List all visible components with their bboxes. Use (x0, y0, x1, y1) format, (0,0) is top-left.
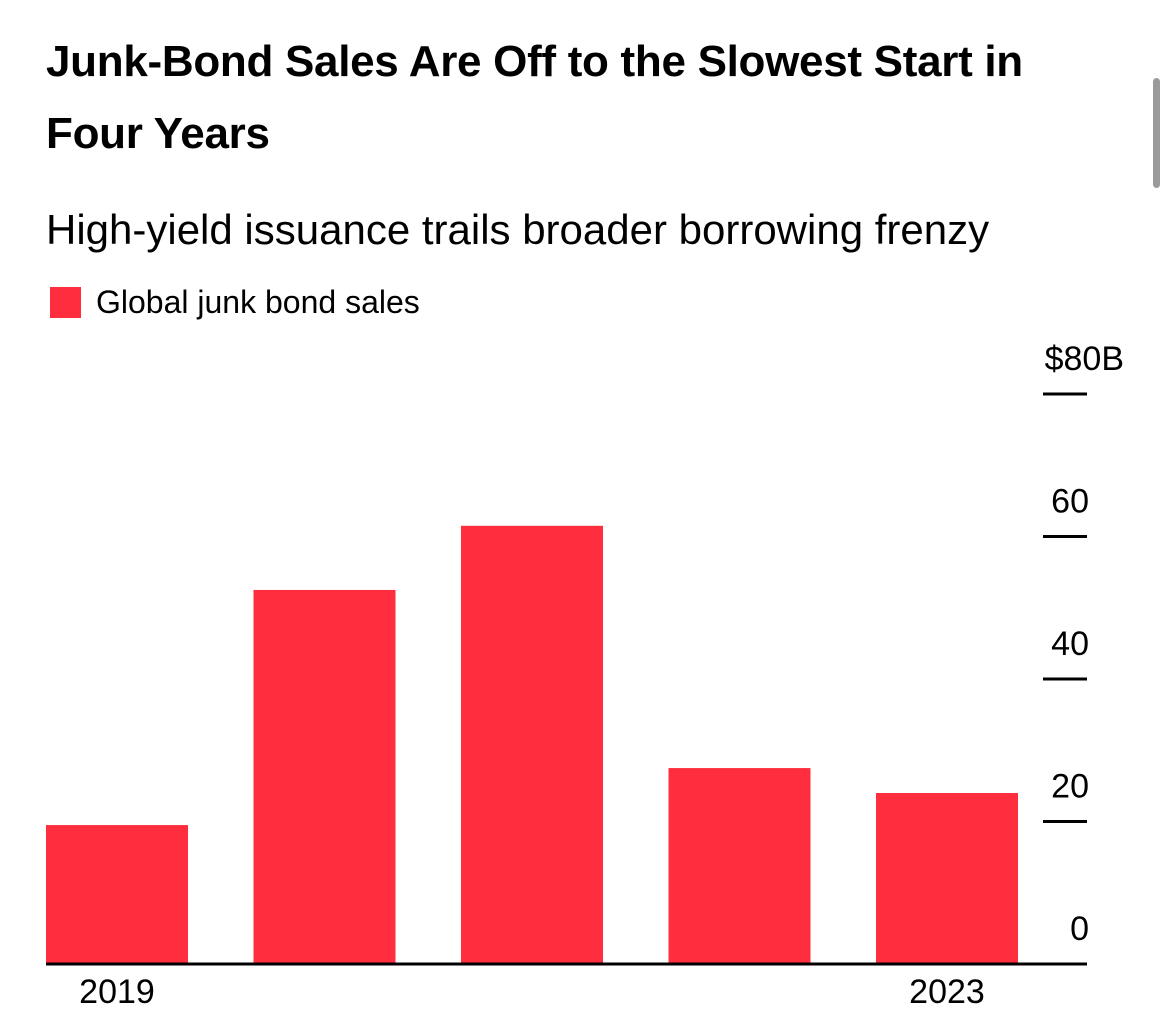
scrollbar[interactable] (1153, 78, 1160, 188)
legend: Global junk bond sales (50, 282, 420, 322)
legend-swatch (50, 286, 81, 318)
chart-title: Junk-Bond Sales Are Off to the Slowest S… (46, 37, 1023, 158)
y-tick-label: 40 (1051, 625, 1089, 663)
x-axis-labels: 2019 2023 (79, 973, 985, 1011)
bar-2019 (46, 825, 188, 964)
bar-2022 (668, 768, 811, 964)
bar-2021 (461, 525, 603, 964)
bar-2023 (876, 793, 1018, 964)
x-tick-label: 2019 (79, 973, 155, 1011)
y-tick-label: 60 (1051, 483, 1089, 521)
bars-group (46, 525, 1018, 964)
y-axis: 0 20 40 60 $80B (1043, 340, 1124, 948)
chart-subtitle: High-yield issuance trails broader borro… (46, 206, 990, 253)
x-tick-label: 2023 (909, 973, 985, 1011)
y-tick-label: 20 (1051, 768, 1089, 806)
y-tick-label: $80B (1045, 340, 1124, 378)
bar-2020 (253, 589, 396, 964)
legend-label: Global junk bond sales (96, 284, 420, 320)
y-tick-label: 0 (1070, 910, 1089, 948)
